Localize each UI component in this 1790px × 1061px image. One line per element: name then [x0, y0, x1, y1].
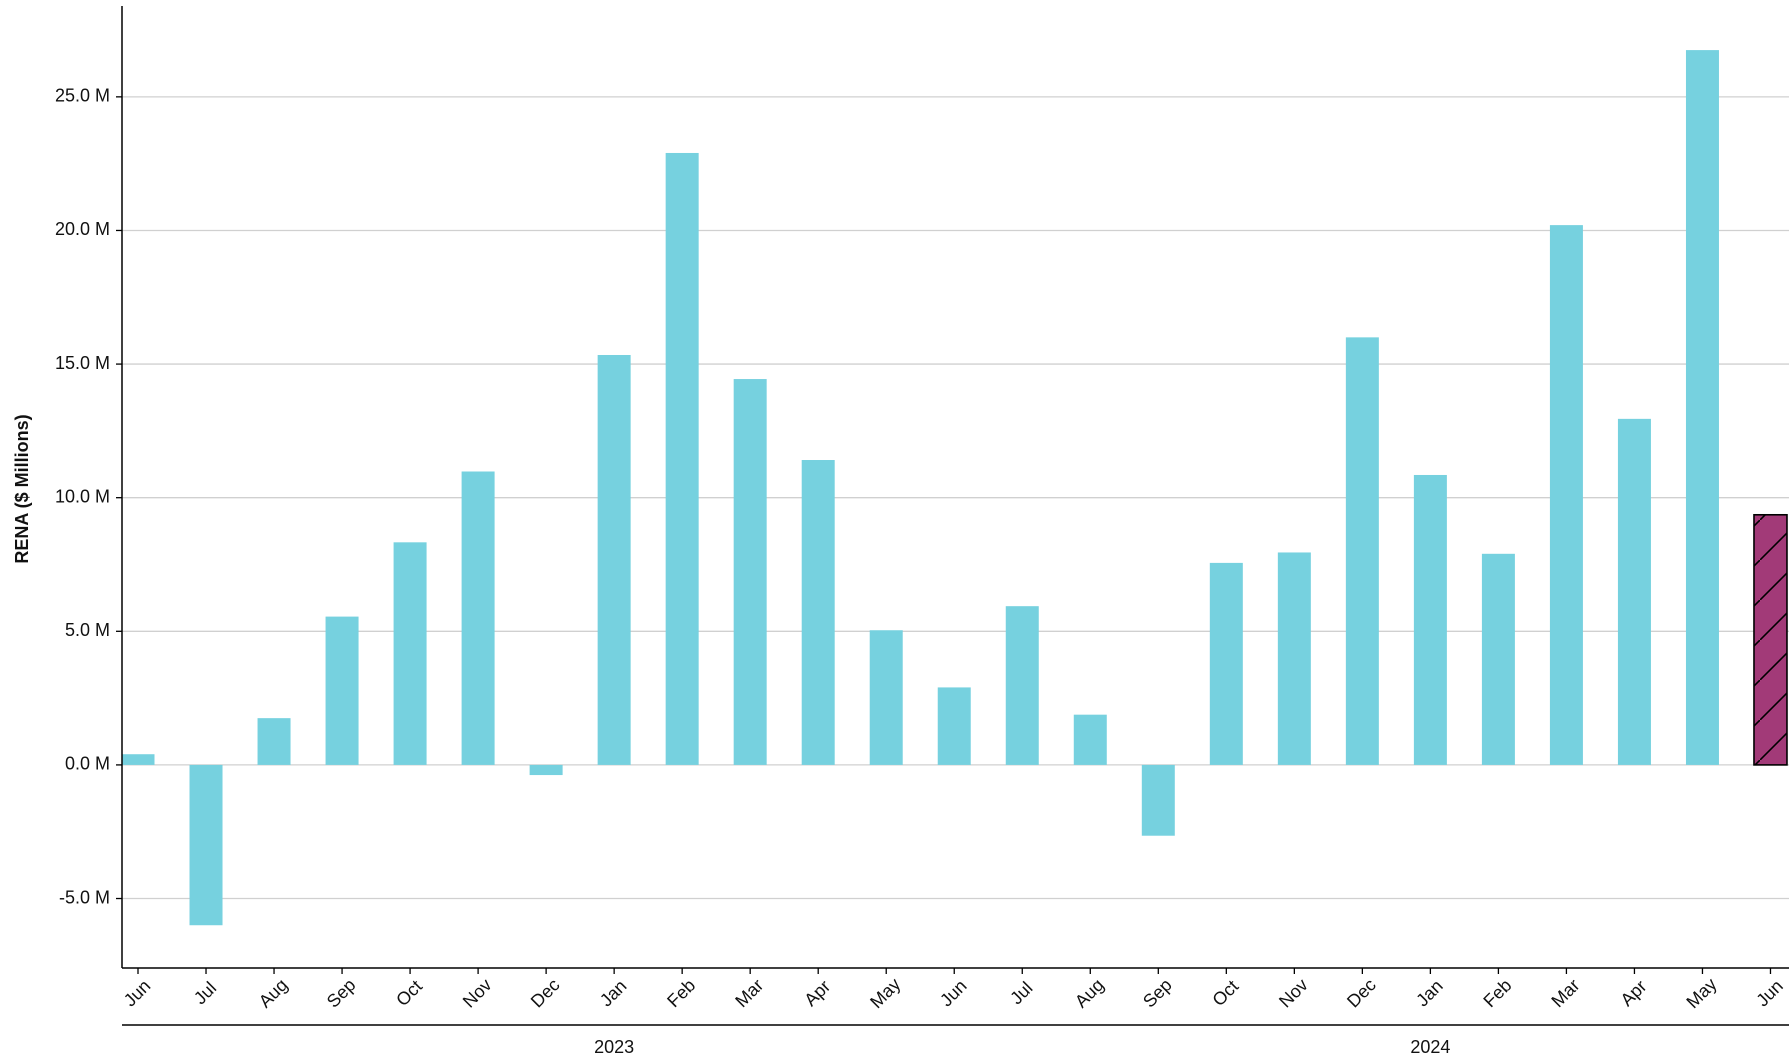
- x-tick-label: Jul: [190, 978, 220, 1008]
- x-tick-label: Feb: [663, 975, 699, 1011]
- y-axis-label: RENA ($ Millions): [12, 414, 32, 563]
- bar: [1617, 418, 1651, 765]
- bar: [325, 616, 359, 765]
- y-tick-label: 5.0 M: [65, 620, 110, 640]
- y-tick-label: 20.0 M: [55, 219, 110, 239]
- bar: [1005, 606, 1039, 765]
- x-tick-label: Dec: [1343, 975, 1380, 1012]
- x-tick-label: Mar: [1548, 975, 1584, 1011]
- y-tick-label: -5.0 M: [59, 887, 110, 907]
- x-tick-label: Jun: [936, 976, 971, 1011]
- bar: [1481, 553, 1515, 765]
- bar: [1549, 225, 1583, 765]
- x-tick-label: Jan: [596, 976, 631, 1011]
- year-label: 2024: [1410, 1037, 1450, 1057]
- bar: [869, 630, 903, 765]
- x-tick-label: Aug: [1071, 975, 1108, 1012]
- bar: [801, 460, 835, 765]
- x-tick-label: Sep: [323, 975, 360, 1012]
- bar: [1685, 50, 1719, 765]
- x-tick-label: Jun: [120, 976, 155, 1011]
- x-tick-label: Nov: [459, 975, 496, 1012]
- bar: [1345, 337, 1379, 765]
- bar: [257, 718, 291, 765]
- x-tick-label: May: [1682, 974, 1720, 1012]
- x-tick-label: Oct: [392, 976, 426, 1010]
- x-tick-label: Dec: [527, 975, 564, 1012]
- bar: [665, 152, 699, 765]
- x-tick-label: Apr: [800, 976, 834, 1010]
- x-tick-label: Mar: [731, 975, 767, 1011]
- x-tick-label: Aug: [255, 975, 292, 1012]
- y-tick-label: 25.0 M: [55, 86, 110, 106]
- x-tick-label: Nov: [1275, 975, 1312, 1012]
- bar: [733, 379, 767, 765]
- bar: [393, 542, 427, 765]
- bar: [1209, 562, 1243, 765]
- bar: [597, 354, 631, 765]
- bar: [1073, 714, 1107, 765]
- x-tick-label: Oct: [1208, 976, 1242, 1010]
- bar: [189, 764, 223, 926]
- bar: [529, 764, 563, 776]
- bar: [1277, 552, 1311, 765]
- x-tick-label: Feb: [1479, 975, 1515, 1011]
- bar: [461, 471, 495, 765]
- bar: [1413, 474, 1447, 765]
- x-tick-label: Sep: [1139, 975, 1176, 1012]
- bar: [121, 754, 155, 765]
- x-tick-label: Apr: [1617, 976, 1651, 1010]
- y-tick-label: 15.0 M: [55, 353, 110, 373]
- bar: [937, 687, 971, 765]
- y-tick-label: 10.0 M: [55, 486, 110, 506]
- x-tick-label: Jul: [1006, 978, 1036, 1008]
- x-tick-label: Jan: [1412, 976, 1447, 1011]
- x-tick-label: May: [866, 974, 904, 1012]
- bar-hatch: [1753, 513, 1788, 766]
- x-tick-label: Jun: [1752, 976, 1787, 1011]
- bar: [1141, 764, 1175, 836]
- year-label: 2023: [594, 1037, 634, 1057]
- y-tick-label: 0.0 M: [65, 754, 110, 774]
